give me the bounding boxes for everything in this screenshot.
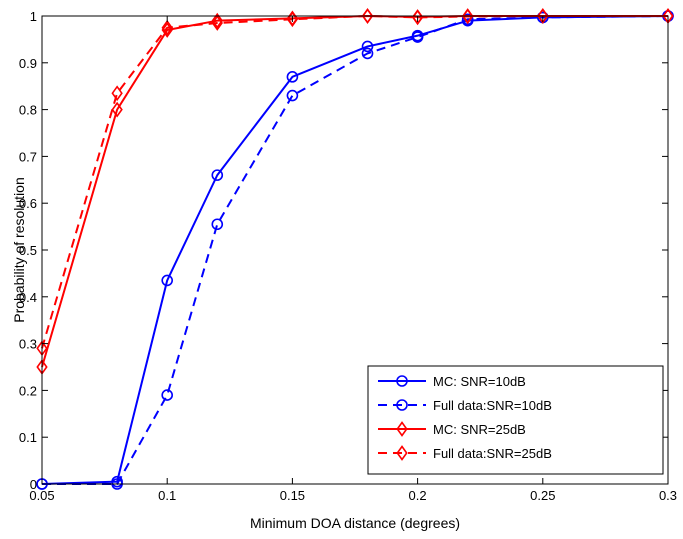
y-tick-label: 0.7	[19, 149, 37, 164]
data-point-marker	[111, 85, 123, 102]
data-point-marker	[361, 8, 374, 24]
data-point-marker	[161, 389, 173, 401]
series-line	[42, 15, 669, 485]
data-point-marker	[211, 15, 223, 31]
data-point-marker	[211, 169, 224, 181]
y-tick-label: 1	[30, 9, 37, 24]
legend: MC: SNR=10dB Full data:SNR=10dB MC: SNR=25…	[367, 365, 664, 475]
y-tick-label: 0.3	[19, 337, 37, 352]
legend-swatch-marker	[396, 421, 408, 437]
legend-swatch-marker	[396, 445, 408, 461]
y-axis-label: Probability of resolution	[11, 177, 27, 323]
ticks-layer: 0.05 0.1 0.15 0.2 0.25 0.3 0 0.1 0.2 0.3 0.4 0.5 0.6…	[19, 9, 677, 503]
y-tick-label: 0.4	[19, 290, 37, 305]
y-tick-label: 0.1	[19, 430, 37, 445]
x-tick-label: 0.3	[659, 488, 677, 503]
x-tick-label: 0.05	[29, 488, 54, 503]
y-tick-label: 0	[30, 477, 37, 492]
y-tick-label: 0.6	[19, 196, 37, 211]
x-tick-label: 0.15	[280, 488, 305, 503]
data-point-marker	[211, 218, 224, 231]
data-point-marker	[211, 12, 223, 29]
series-0	[36, 10, 674, 490]
y-tick-label: 0.9	[19, 56, 37, 71]
legend-swatch-marker	[396, 399, 408, 411]
data-point-marker	[411, 9, 424, 26]
data-point-marker	[537, 8, 549, 24]
data-point-marker	[361, 40, 374, 53]
legend-box	[367, 365, 664, 475]
x-tick-label: 0.1	[158, 488, 176, 503]
data-point-marker	[161, 274, 173, 287]
series-line	[41, 15, 668, 349]
legend-swatch-marker	[396, 375, 408, 387]
legend-label: MC: SNR=10dB	[433, 374, 526, 389]
data-point-marker	[462, 8, 474, 25]
data-point-marker	[111, 101, 123, 118]
data-point-marker	[286, 71, 299, 83]
legend-label: Full data:SNR=10dB	[433, 398, 552, 413]
y-tick-label: 0.5	[19, 243, 37, 258]
x-tick-label: 0.2	[409, 488, 427, 503]
legend-label: Full data:SNR=25dB	[433, 446, 552, 461]
data-point-marker	[411, 31, 424, 43]
x-axis-label: Minimum DOA distance (degrees)	[250, 515, 460, 531]
data-point-marker	[161, 19, 173, 36]
x-tick-label: 0.25	[530, 488, 555, 503]
data-point-marker	[286, 11, 299, 28]
data-point-marker	[286, 89, 299, 102]
y-tick-label: 0.2	[19, 383, 37, 398]
series-line	[41, 15, 669, 485]
legend-label: MC: SNR=25dB	[433, 422, 526, 437]
data-point-marker	[361, 47, 374, 60]
legend-entries: MC: SNR=10dB Full data:SNR=10dB MC: SNR=25…	[378, 374, 552, 461]
y-tick-label: 0.8	[19, 103, 37, 118]
